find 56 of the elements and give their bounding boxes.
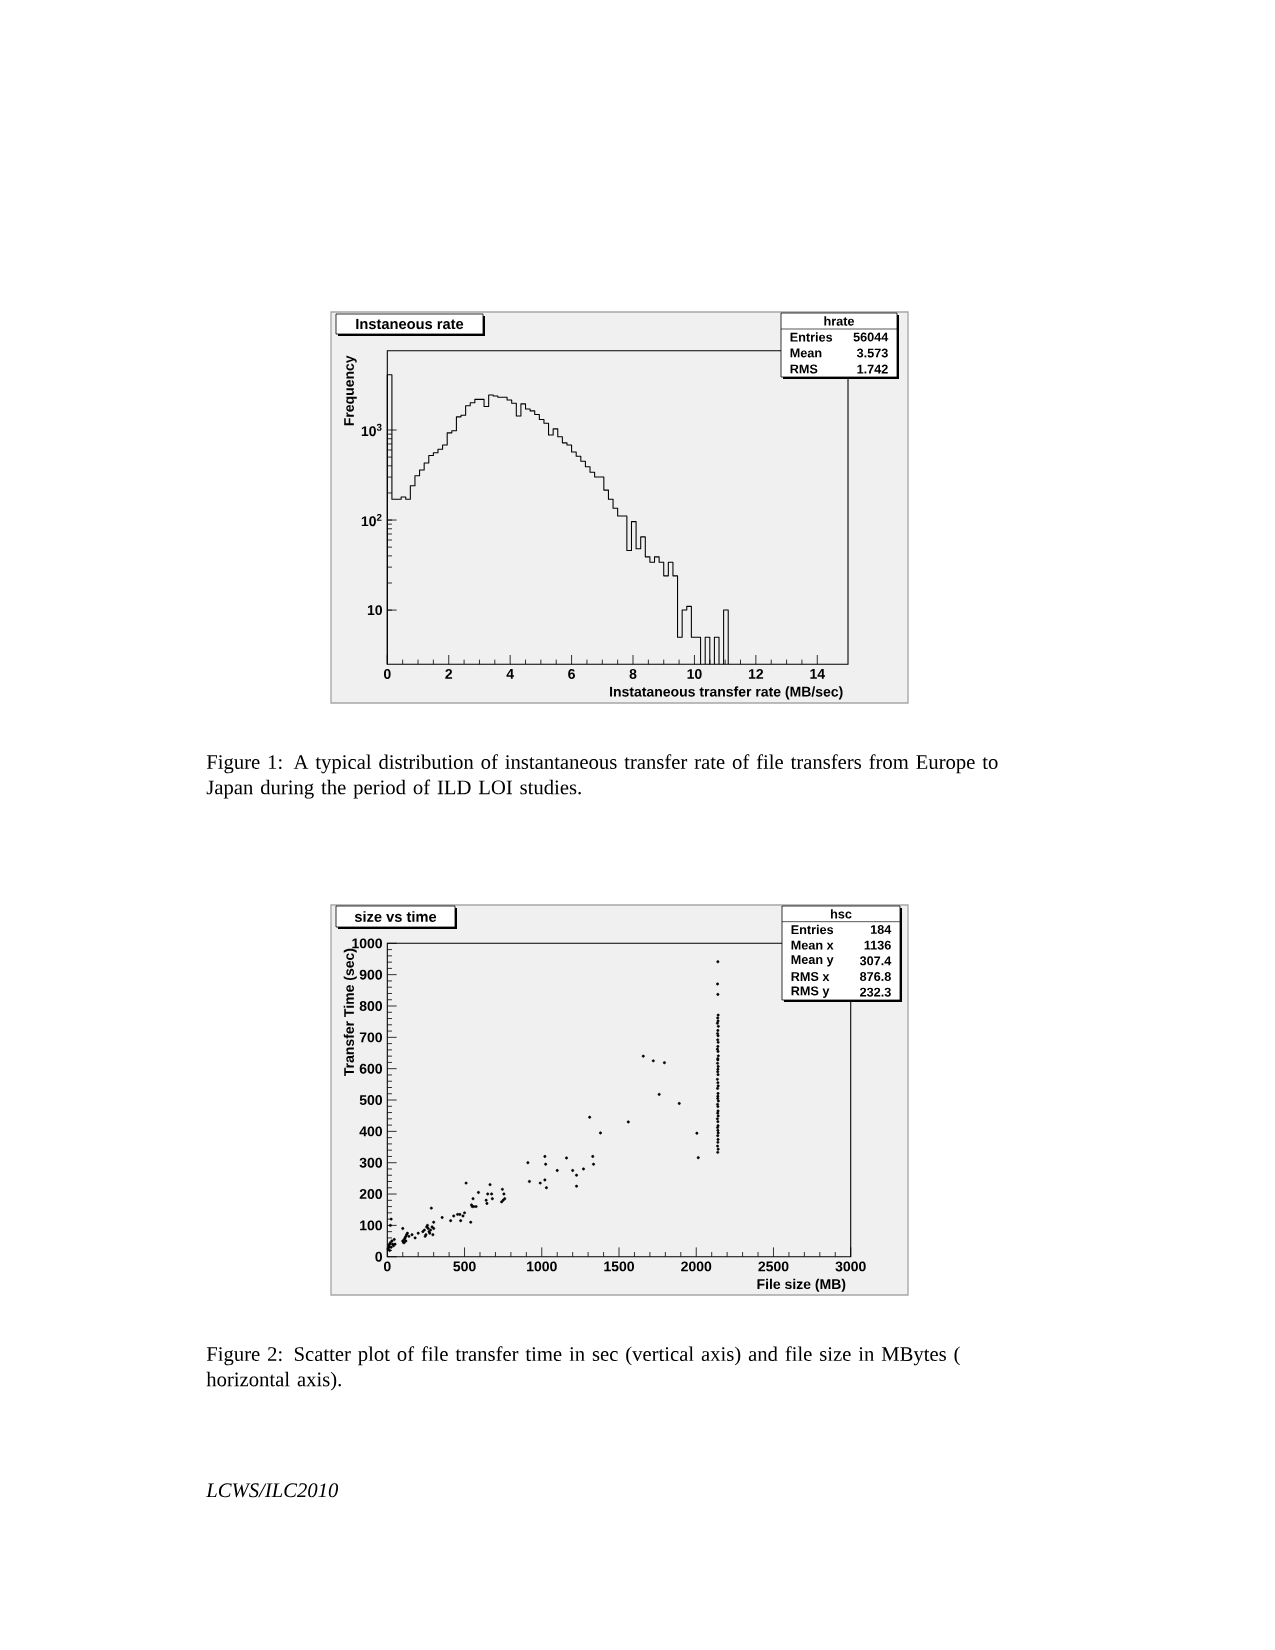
x-tick-label: 3000 [835, 1261, 866, 1272]
y-tick-label: 800 [359, 1001, 383, 1011]
text: 307.4 [859, 956, 892, 966]
caption: Figure 2: Scatter plot of file transfer time in sec (vertical axis) and file size in MBytes ( horizontal axis). [206, 1346, 960, 1391]
x-tick-label: 2000 [681, 1261, 712, 1272]
y-tick-label: 500 [359, 1095, 383, 1105]
annotation: Mean y [791, 955, 834, 967]
annotation: RMS [790, 364, 818, 374]
y-tick-label: 300 [359, 1157, 383, 1168]
x-tick-label: 500 [453, 1261, 476, 1272]
annotation: Mean [790, 348, 822, 358]
y-tick-label: 10$^{2}$ [361, 513, 382, 527]
text: hrate [824, 316, 855, 326]
text: hsc [830, 909, 852, 919]
text: Entries [790, 332, 833, 342]
y-tick-label: 400 [359, 1126, 383, 1137]
annotation: Mean x [791, 940, 834, 950]
y-axis-title: Transfer Time (sec) [343, 948, 357, 1076]
text: 3.573 [856, 348, 888, 358]
y-tick-label: 200 [359, 1189, 383, 1200]
x-tick-label: 4 [506, 669, 514, 679]
y-tick-label: 900 [359, 969, 383, 980]
y-axis-title: Frequency [344, 355, 357, 426]
x-tick-label: 8 [629, 669, 637, 679]
x-axis-title: File size (MB) [757, 1278, 846, 1292]
x-tick-label: 1500 [604, 1261, 634, 1272]
chart-title: Instaneous rate [356, 318, 464, 330]
text: 876.8 [860, 972, 891, 982]
x-tick-label: 2500 [758, 1261, 789, 1272]
x-tick-label: 2 [445, 669, 453, 679]
x-tick-label: 10 [687, 669, 702, 679]
x-tick-label: 1000 [527, 1261, 557, 1272]
x-axis-title: Instataneous transfer rate (MB/sec) [610, 686, 843, 700]
x-tick-label: 0 [383, 669, 391, 679]
text: LCWS/ILC2010 [206, 1483, 339, 1498]
text: 56044 [853, 332, 889, 342]
text: Entries [791, 924, 834, 935]
x-tick-label: 6 [568, 669, 575, 679]
chart-title: size vs time [354, 911, 437, 922]
y-tick-label: 1000 [352, 938, 383, 949]
text: 232.3 [860, 987, 891, 997]
x-tick-label: 12 [748, 669, 764, 679]
y-tick-label: 600 [359, 1063, 383, 1074]
annotation: RMS y [791, 986, 830, 998]
y-tick-label: 10 [367, 605, 383, 616]
text: 1136 [864, 940, 891, 950]
x-tick-label: 0 [383, 1261, 391, 1272]
text: 1.742 [857, 364, 888, 374]
y-tick-label: 10$^{3}$ [361, 423, 382, 437]
text: 184 [870, 925, 892, 934]
y-tick-label: 0 [375, 1251, 383, 1262]
y-tick-label: 100 [360, 1220, 383, 1231]
x-tick-label: 14 [810, 669, 825, 679]
caption: Figure 1: A typical distribution of instantaneous transfer rate of file transfers from Europe to Japan during the period of ILD LOI studies. [206, 754, 998, 799]
y-tick-label: 700 [359, 1032, 383, 1043]
annotation: RMS x [791, 972, 830, 982]
